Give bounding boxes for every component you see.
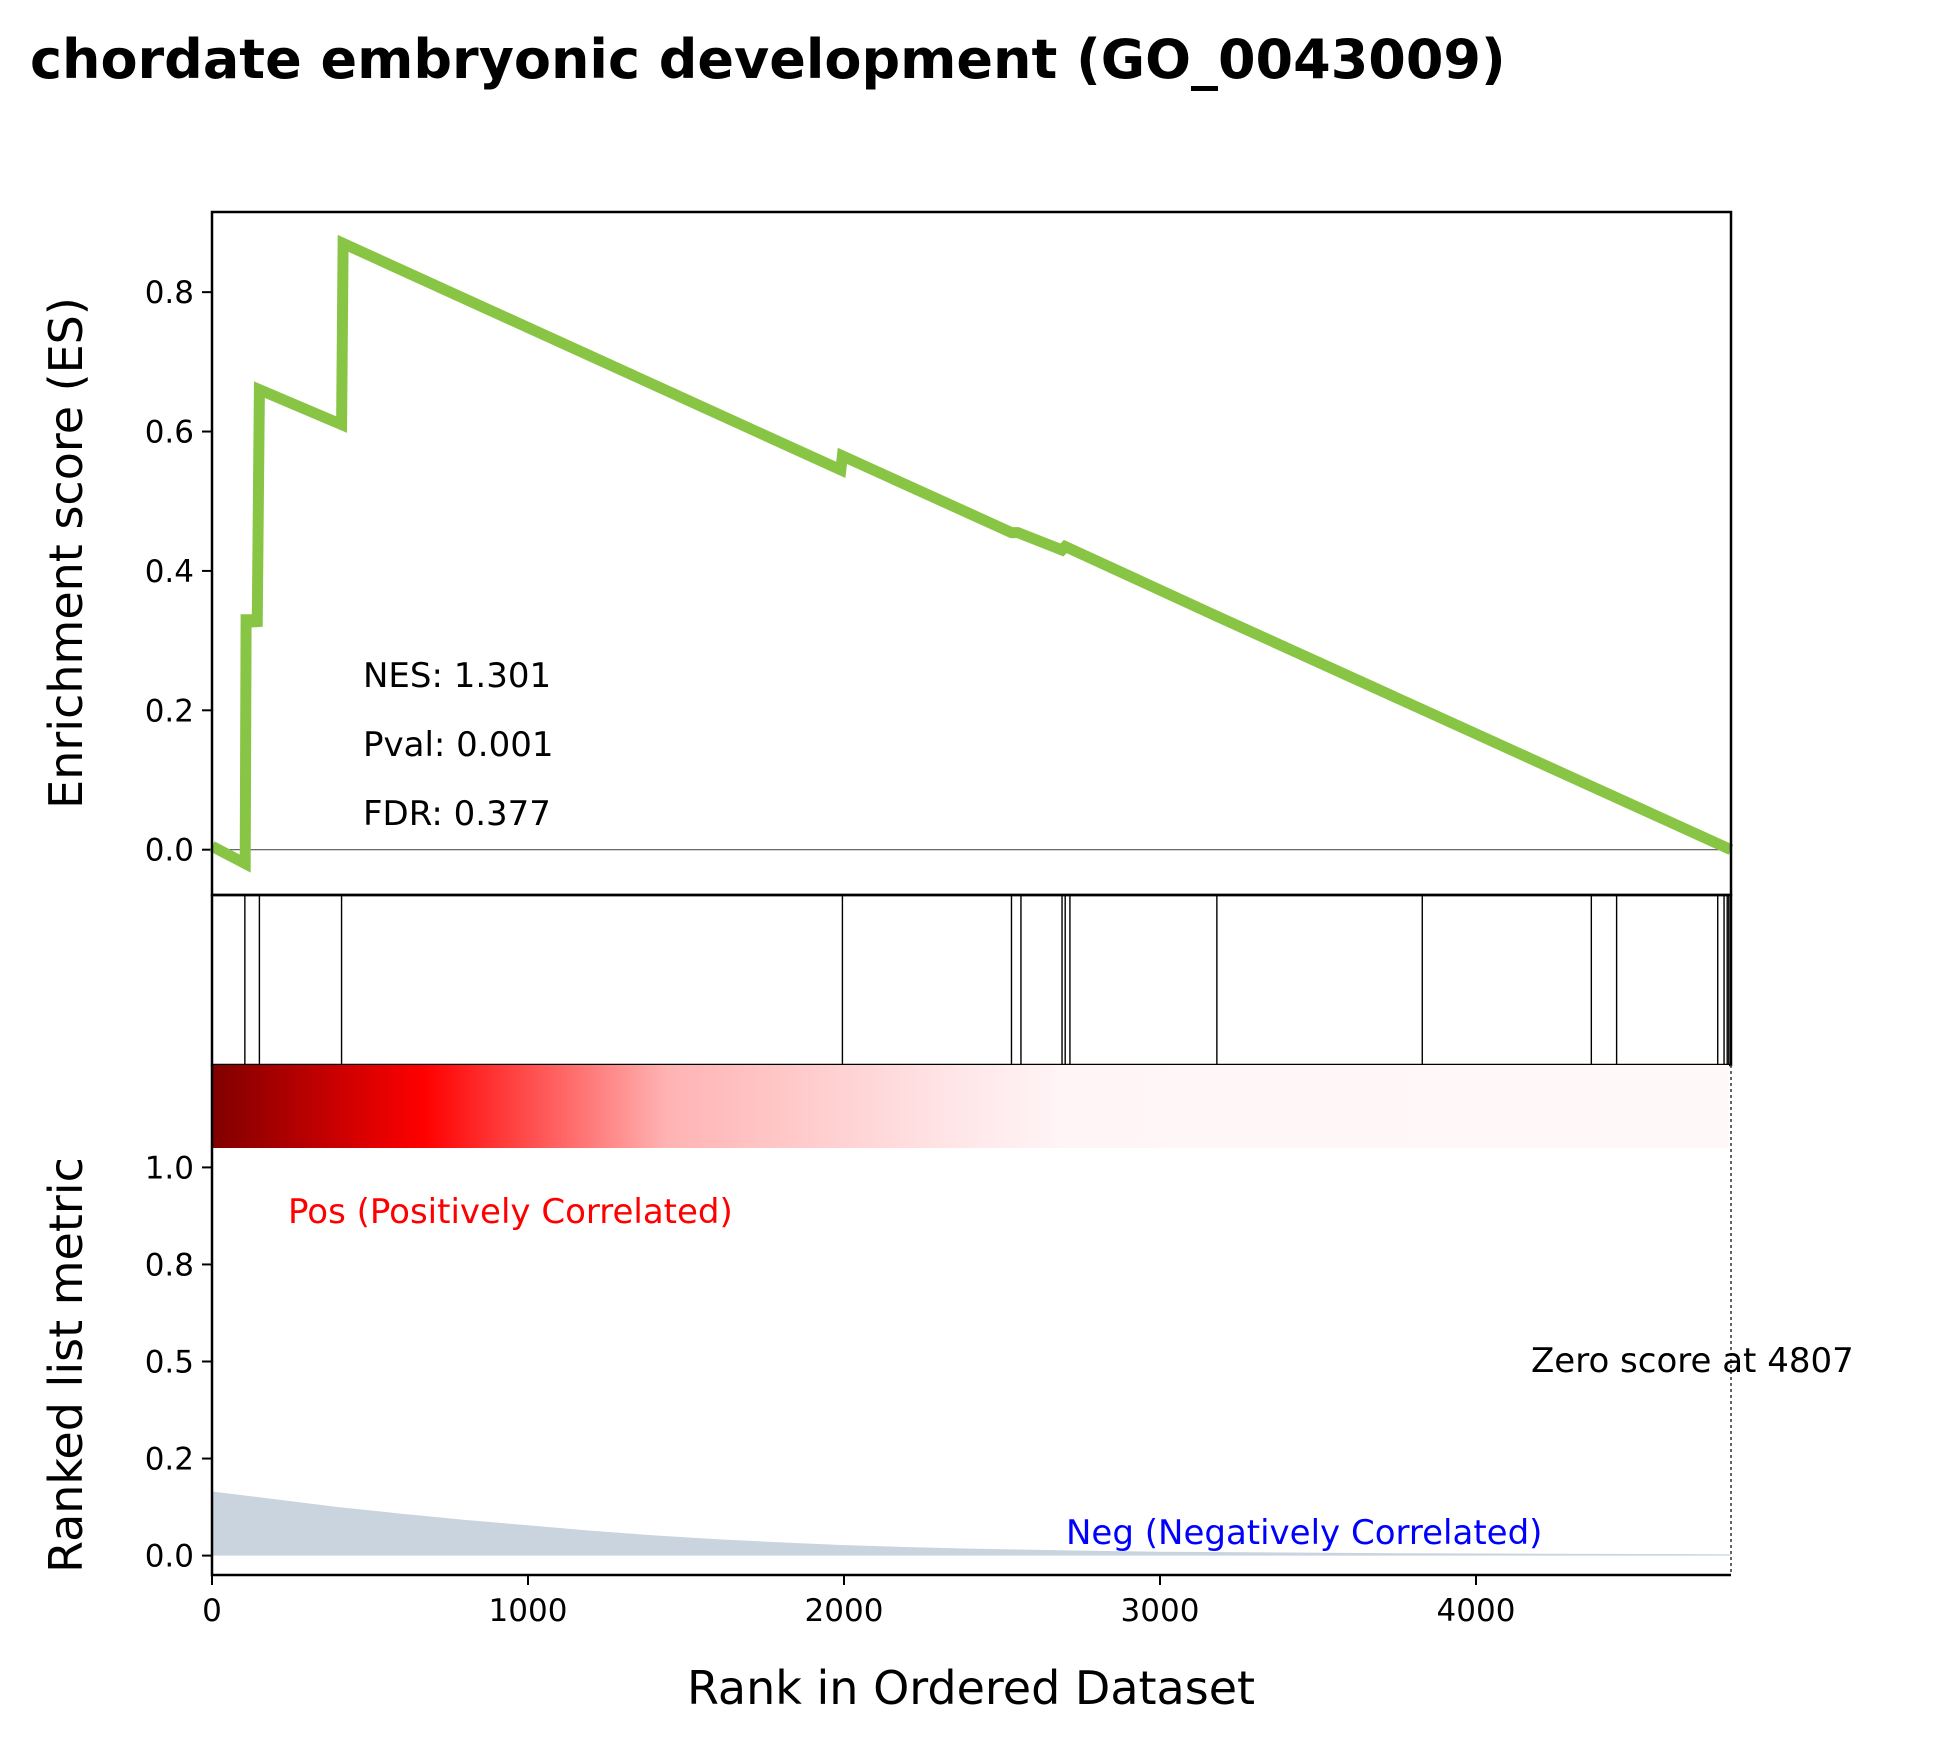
x-tick-label: 1000 bbox=[489, 1593, 568, 1629]
metric-y-axis-label: Ranked list metric bbox=[39, 1157, 93, 1573]
es-y-axis-label: Enrichment score (ES) bbox=[39, 297, 93, 809]
es-curve bbox=[209, 234, 1734, 873]
x-axis-label: Rank in Ordered Dataset bbox=[687, 1661, 1255, 1715]
metric-y-tick-label: 0.5 bbox=[145, 1345, 194, 1381]
es-y-tick-label: 0.2 bbox=[145, 693, 194, 729]
metric-y-tick-label: 0.0 bbox=[145, 1539, 194, 1575]
neg-correlated-label: Neg (Negatively Correlated) bbox=[1066, 1513, 1542, 1553]
x-tick-label: 2000 bbox=[805, 1593, 884, 1629]
pval-annotation: Pval: 0.001 bbox=[363, 725, 554, 765]
es-y-tick-label: 0.4 bbox=[145, 554, 194, 590]
es-y-tick-label: 0.6 bbox=[145, 415, 194, 451]
metric-y-tick-label: 1.0 bbox=[145, 1150, 194, 1186]
x-tick-label: 0 bbox=[202, 1593, 222, 1629]
x-tick-label: 3000 bbox=[1121, 1593, 1200, 1629]
hit-lines bbox=[244, 895, 1730, 1065]
es-y-tick-label: 0.8 bbox=[145, 275, 194, 311]
metric-panel-frame bbox=[210, 1065, 1731, 1577]
zero-score-label: Zero score at 4807 bbox=[1531, 1341, 1854, 1381]
nes-annotation: NES: 1.301 bbox=[363, 656, 551, 696]
es-y-ticks: 0.0 0.2 0.4 0.6 0.8 bbox=[145, 275, 212, 869]
x-axis-ticks: 0 1000 2000 3000 4000 bbox=[202, 1575, 1515, 1629]
metric-panel: 0.0 0.2 0.5 0.8 1.0 0 1000 2000 3000 4000 Pos (P… bbox=[39, 1065, 1854, 1715]
es-panel: 0.0 0.2 0.4 0.6 0.8 NES: 1.301 Pval: 0.001 F… bbox=[39, 210, 1734, 897]
fdr-annotation: FDR: 0.377 bbox=[363, 794, 551, 834]
es-y-tick-label: 0.0 bbox=[145, 833, 194, 869]
figure-title: chordate embryonic development (GO_00430… bbox=[30, 28, 1506, 91]
x-tick-label: 4000 bbox=[1437, 1593, 1516, 1629]
correlation-heatmap-bar bbox=[212, 1065, 1729, 1148]
metric-area bbox=[212, 1491, 1731, 1556]
hits-panel-frame bbox=[210, 893, 1733, 1067]
metric-y-tick-label: 0.2 bbox=[145, 1442, 194, 1478]
metric-y-ticks: 0.0 0.2 0.5 0.8 1.0 bbox=[145, 1150, 212, 1575]
pos-correlated-label: Pos (Positively Correlated) bbox=[288, 1192, 733, 1232]
hits-panel bbox=[210, 893, 1733, 1067]
metric-y-tick-label: 0.8 bbox=[145, 1247, 194, 1283]
es-panel-frame bbox=[210, 210, 1733, 897]
